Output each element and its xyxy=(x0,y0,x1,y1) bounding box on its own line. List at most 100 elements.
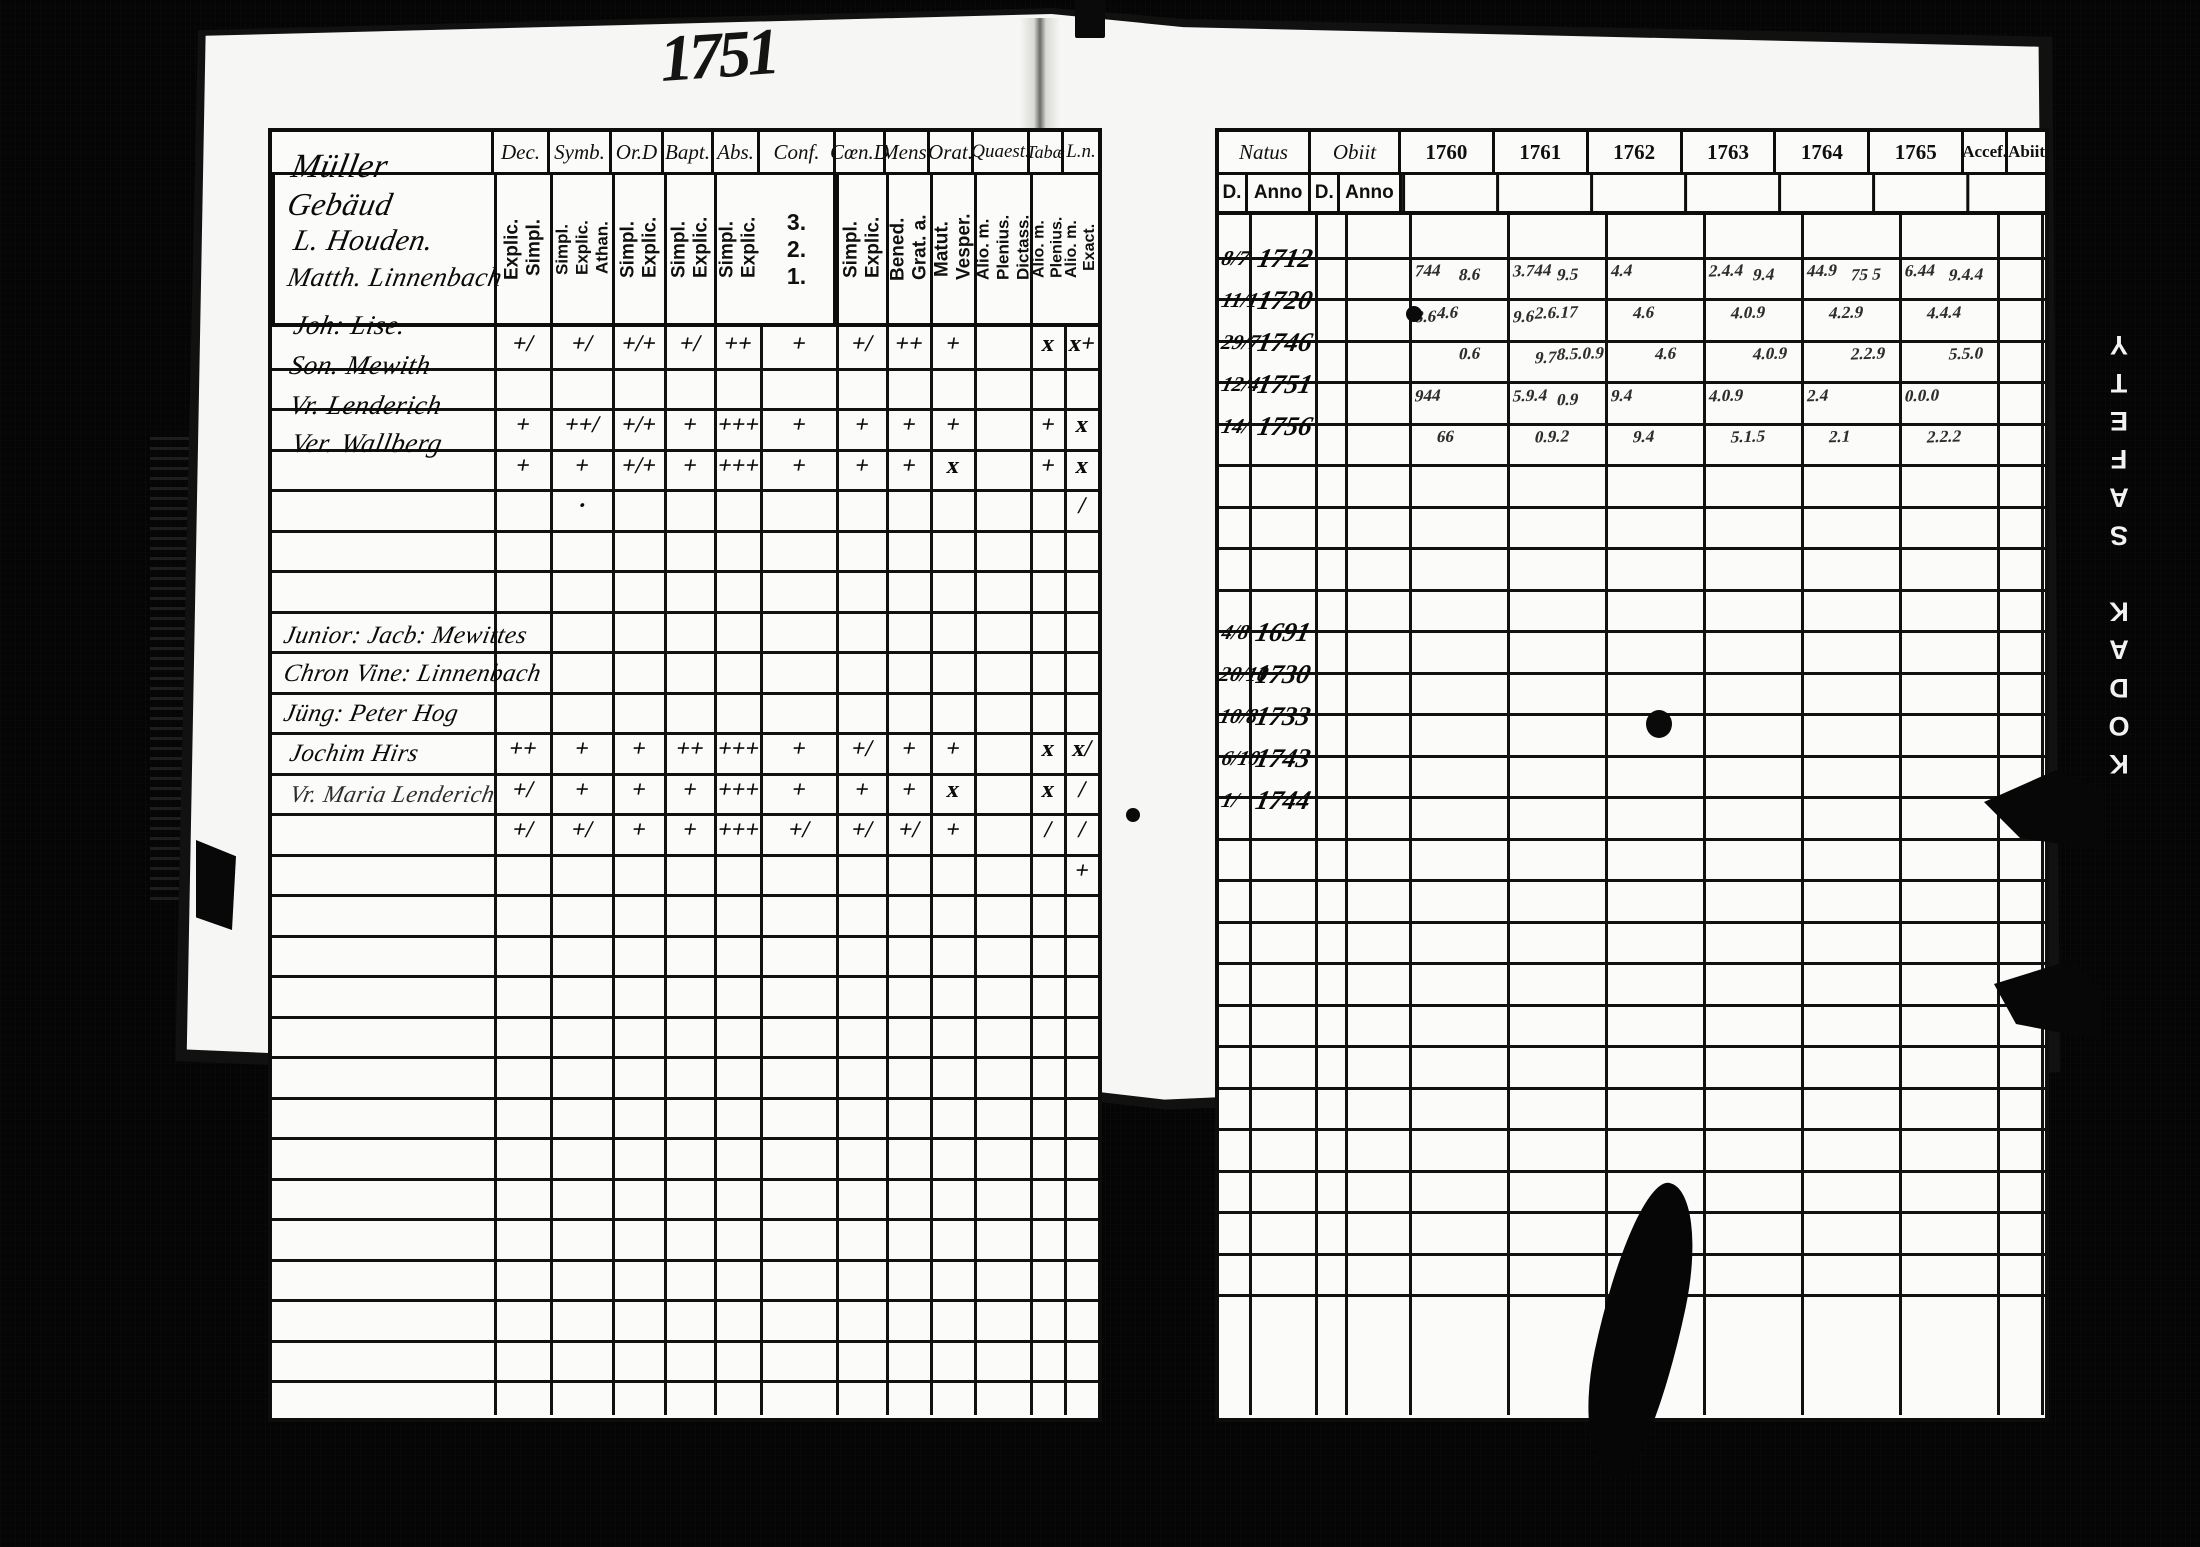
attendance-mark: ++ xyxy=(893,331,926,357)
table-row-rule xyxy=(272,772,1098,776)
attendance-mark: x/ xyxy=(1070,736,1094,762)
year-tally-note: 4.0.9 xyxy=(1707,384,1746,406)
table-column-rule xyxy=(1249,215,1252,1415)
attendance-mark: + xyxy=(852,412,872,438)
table-column-rule xyxy=(836,327,839,1415)
table-row-rule xyxy=(1219,713,2045,716)
table-row-rule xyxy=(1219,920,2045,924)
col-header-bapt: Bapt. xyxy=(664,132,714,172)
year-tally-note: 66 xyxy=(1435,426,1457,447)
attendance-mark: + xyxy=(680,412,700,438)
table-row-rule xyxy=(272,448,1098,452)
attendance-mark: + xyxy=(680,776,700,803)
table-column-rule xyxy=(1899,215,1902,1415)
entry-b2-name-3: Jüng: Peter Hog xyxy=(281,700,461,727)
table-column-rule xyxy=(714,327,717,1415)
year-tally-note: 2.4.4 xyxy=(1707,260,1746,281)
left-subheader-row: Explic. Simpl. Simpl. Explic. Athan. Sim… xyxy=(272,175,1098,327)
year-tally-note: 4.6 xyxy=(1631,302,1657,322)
table-row-rule xyxy=(272,934,1098,938)
attendance-mark: + xyxy=(513,412,533,438)
year-tally-note: 2.1 xyxy=(1827,426,1853,447)
register-title-line-1: Müller xyxy=(288,148,392,185)
natus-b2-anno-1: 1691 xyxy=(1252,617,1314,647)
natus-anno-2: 1720 xyxy=(1254,285,1316,315)
table-row-rule xyxy=(272,691,1098,695)
attendance-mark: + xyxy=(572,452,592,479)
year-tally-note: 5.9.4 xyxy=(1511,384,1550,406)
attendance-mark: + xyxy=(943,412,963,438)
table-row-rule xyxy=(272,732,1098,735)
table-row-rule xyxy=(272,1015,1098,1019)
entry-b2-name-5: Vr. Maria Lenderich xyxy=(287,782,497,808)
table-column-rule xyxy=(930,327,933,1415)
attendance-mark: ++ xyxy=(722,331,755,357)
table-column-rule xyxy=(1703,215,1706,1415)
table-row-rule xyxy=(272,1056,1098,1059)
year-tally-note: 8.5.0.9 xyxy=(1555,343,1606,364)
attendance-mark: +/ xyxy=(569,331,595,357)
attendance-mark: + xyxy=(852,452,872,479)
film-tab-left xyxy=(196,840,236,930)
entry-name-4: Vr. Lenderich xyxy=(287,390,445,420)
attendance-mark: +/ xyxy=(849,331,875,357)
col-header-abs: Abs. xyxy=(714,132,760,172)
attendance-mark: +/ xyxy=(510,776,536,803)
year-tally-note: 4.6 xyxy=(1653,343,1679,364)
table-column-rule xyxy=(494,327,497,1415)
year-tally-note: 9.6 xyxy=(1511,306,1537,326)
attendance-mark: +/+ xyxy=(619,452,659,479)
attendance-mark: ++/ xyxy=(562,412,602,438)
entry-name-1: Matth. Linnenbach xyxy=(285,262,505,292)
col-header-1761: 1761 xyxy=(1495,132,1589,172)
attendance-mark: + xyxy=(789,736,809,762)
table-row-rule xyxy=(1219,464,2045,467)
table-row-rule xyxy=(272,1258,1098,1262)
year-tally-note: 744 xyxy=(1413,260,1443,281)
attendance-mark: + xyxy=(789,452,809,479)
natus-b2-anno-2: 1730 xyxy=(1252,659,1314,689)
year-tally-note: 6.44 xyxy=(1903,260,1937,281)
col-header-1765: 1765 xyxy=(1870,132,1965,172)
sub-coend: Simpl. Explic. xyxy=(836,175,886,323)
table-row-rule xyxy=(272,1299,1098,1302)
sub-symb: Simpl. Explic. Athan. xyxy=(550,175,612,323)
sub-ln: Alio. m. Exact. xyxy=(1063,220,1098,278)
col-header-coend: Cœn.D xyxy=(830,132,889,172)
year-tally-note: 2.2.2 xyxy=(1925,426,1964,447)
year-tally-note: 4.0.9 xyxy=(1729,301,1768,323)
year-tally-note: 9.5 xyxy=(1555,264,1581,285)
col-header-1762: 1762 xyxy=(1589,132,1683,172)
year-tally-note: 9.4.4 xyxy=(1947,264,1986,285)
col-header-quaest: Quaest. xyxy=(971,132,1030,172)
attendance-mark: + xyxy=(1038,452,1058,479)
attendance-mark: + xyxy=(629,817,649,843)
attendance-mark: x xyxy=(1073,412,1091,438)
ink-blot-1 xyxy=(1406,306,1422,322)
sub-natus-anno: Anno xyxy=(1248,175,1312,211)
table-row-rule xyxy=(272,1177,1098,1181)
year-tally-note: 4.4 xyxy=(1609,260,1635,281)
page-number: 1751 xyxy=(657,15,779,96)
year-tally-note: 5.5.0 xyxy=(1947,343,1986,364)
year-tally-note: 0.0.0 xyxy=(1903,384,1942,406)
attendance-mark: / xyxy=(1076,817,1088,843)
year-tally-note: 4.6 xyxy=(1435,302,1461,322)
table-row-rule xyxy=(1219,588,2045,592)
sub-mens: Bened. Grat. a. xyxy=(886,175,931,323)
table-row-rule xyxy=(1219,298,2045,301)
attendance-mark: +/+ xyxy=(619,331,659,357)
col-header-1763: 1763 xyxy=(1683,132,1777,172)
table-row-rule xyxy=(1219,671,2045,675)
attendance-mark: + xyxy=(852,776,872,803)
table-column-rule xyxy=(612,327,615,1415)
attendance-mark: + xyxy=(629,736,649,762)
attendance-mark: / xyxy=(1076,776,1088,803)
attendance-mark: + xyxy=(943,736,963,762)
table-row-rule xyxy=(1219,256,2045,260)
col-header-1764: 1764 xyxy=(1776,132,1871,172)
table-column-rule xyxy=(1315,215,1318,1415)
ink-blot-2 xyxy=(1646,710,1672,738)
attendance-mark: +++ xyxy=(715,736,762,762)
col-header-accef: Accef. xyxy=(1962,132,2009,172)
